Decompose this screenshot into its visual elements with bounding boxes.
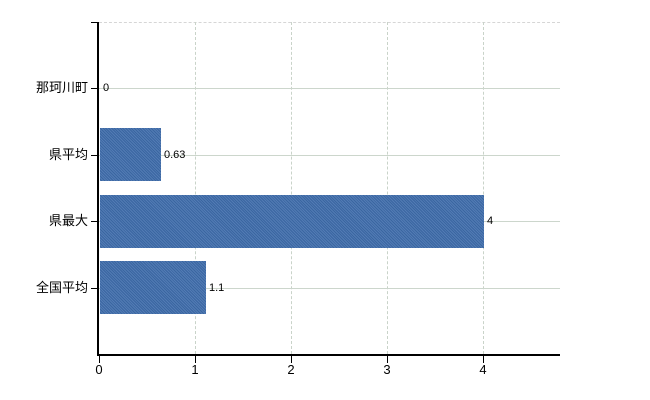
y-axis-tick [91, 22, 98, 23]
x-axis-tick [195, 356, 196, 363]
bar-value-label: 0.63 [164, 149, 186, 161]
x-tick-label: 1 [191, 362, 199, 377]
bar [100, 261, 206, 314]
category-label: 県最大 [48, 213, 88, 228]
bar [100, 195, 484, 248]
plot-area [99, 22, 560, 354]
y-axis-tick [91, 88, 98, 89]
gridline-horizontal [99, 288, 560, 289]
bar-value-label: 0 [103, 82, 110, 94]
gridline-vertical [195, 22, 197, 354]
gridline-vertical [291, 22, 293, 354]
bar [100, 128, 161, 181]
x-axis-tick [291, 356, 292, 363]
x-tick-label: 3 [383, 362, 391, 377]
gridline-vertical [483, 22, 485, 354]
x-axis-tick [99, 356, 100, 363]
gridline-horizontal [99, 155, 560, 156]
bar-value-label: 4 [487, 215, 494, 227]
bar-value-label: 1.1 [209, 282, 225, 294]
x-tick-label: 2 [287, 362, 295, 377]
gridline-horizontal [99, 88, 560, 89]
category-label: 県平均 [48, 147, 88, 162]
x-tick-label: 0 [95, 362, 103, 377]
y-axis [97, 22, 99, 354]
y-axis-tick [91, 288, 98, 289]
x-axis [97, 354, 560, 356]
x-tick-label: 4 [479, 362, 487, 377]
x-axis-tick [387, 356, 388, 363]
y-axis-tick [91, 155, 98, 156]
y-axis-tick [91, 221, 98, 222]
x-axis-tick [483, 356, 484, 363]
gridline-vertical [387, 22, 389, 354]
category-label: 那珂川町 [35, 80, 88, 95]
category-label: 全国平均 [35, 280, 88, 295]
